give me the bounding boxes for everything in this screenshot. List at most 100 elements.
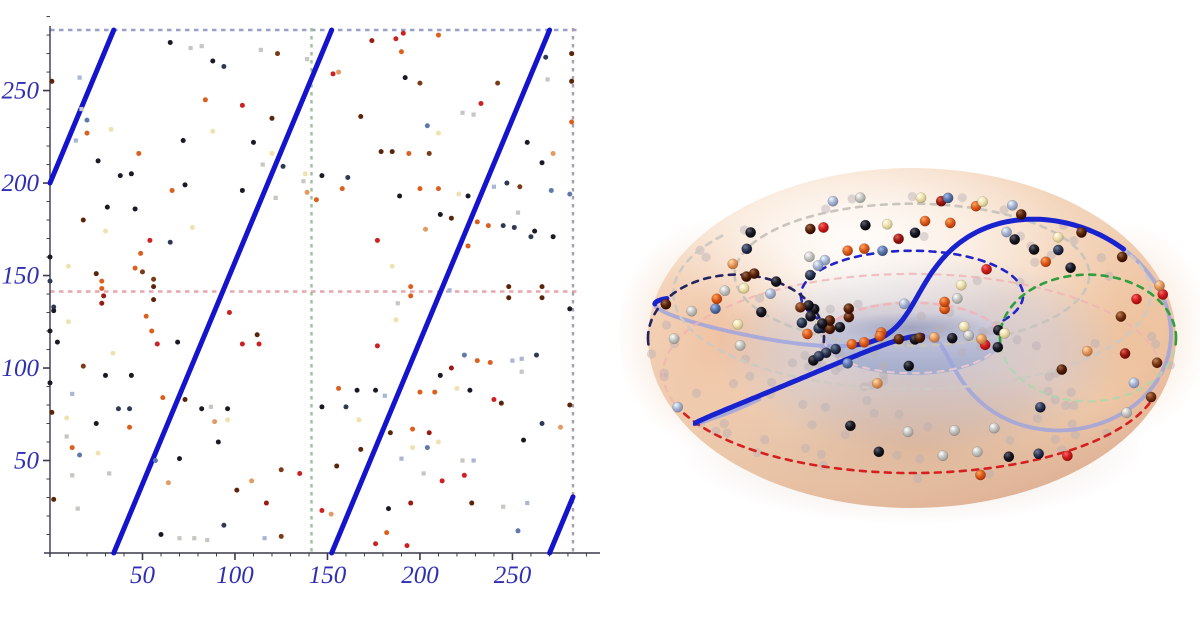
torus-point (999, 327, 1010, 339)
scatter-point (128, 171, 134, 177)
scatter-point (485, 223, 491, 229)
scatter-point (210, 58, 216, 64)
scatter-point (465, 243, 471, 249)
scatter-point (382, 393, 387, 398)
scatter-point (239, 102, 245, 108)
scatter-point (408, 293, 414, 299)
scatter-point (424, 123, 430, 129)
uv-trajectory (47, 27, 576, 556)
scatter-point (93, 421, 99, 427)
torus-point (834, 321, 846, 333)
scatter-point (454, 385, 460, 391)
torus-trajectory (693, 333, 926, 426)
scatter-point (461, 352, 467, 358)
scatter-point (297, 470, 303, 476)
scatter-point (506, 284, 512, 290)
y-tick-label: 200 (2, 170, 40, 197)
torus-point (1015, 208, 1027, 220)
torus-point (1040, 256, 1052, 268)
scatter-point (101, 293, 107, 299)
torus-point (795, 301, 806, 313)
scatter-point (334, 463, 340, 469)
torus-point (727, 258, 739, 270)
scatter-point (524, 139, 530, 145)
scatter-point (80, 217, 86, 223)
scatter-point (269, 115, 275, 121)
scatter-point (539, 160, 545, 166)
scatter-point (127, 424, 133, 430)
scatter-point (221, 64, 227, 70)
torus-far-point (745, 371, 755, 381)
scatter-point (192, 536, 197, 541)
scatter-point (258, 47, 263, 52)
y-tick-label: 250 (2, 78, 40, 105)
torus-point (1116, 251, 1128, 263)
torus-point (909, 227, 921, 239)
scatter-point (99, 285, 105, 291)
scatter-point (358, 113, 364, 119)
scatter-point (75, 506, 80, 511)
scatter-point (117, 173, 123, 179)
scatter-point (525, 500, 530, 506)
torus-trajectory-hidden (920, 247, 1173, 433)
torus-point (770, 276, 782, 288)
scatter-point (448, 215, 454, 221)
scatter-point (460, 110, 465, 115)
uv-scatter-panel: 50 100 150 200 250 50 100 150 200 250 (2, 16, 600, 589)
torus-point (842, 245, 854, 257)
scatter-point (515, 210, 521, 215)
scatter-point (70, 391, 75, 397)
torus-point (1115, 311, 1127, 322)
torus-point (813, 350, 825, 362)
x-tick-label: 100 (216, 562, 254, 589)
scatter-point (456, 191, 462, 197)
scatter-point (262, 536, 267, 541)
torus-point (881, 218, 893, 230)
scatter-point (374, 237, 380, 243)
torus-far-point (1031, 341, 1042, 351)
torus-point (903, 360, 915, 372)
scatter-point (550, 150, 556, 156)
scatter-point (515, 528, 521, 534)
scatter-point (143, 313, 149, 319)
x-tick-label: 250 (494, 562, 532, 589)
scatter-point (437, 211, 443, 217)
torus-point (971, 446, 983, 458)
scatter-point (47, 254, 53, 260)
torus-point (902, 426, 914, 438)
torus-point (1006, 199, 1018, 211)
torus-point (803, 251, 815, 263)
scatter-point (567, 191, 573, 197)
scatter-point (256, 341, 262, 347)
scatter-point (389, 149, 395, 155)
scatter-point (374, 343, 380, 349)
torus-far-point (913, 473, 923, 483)
torus-trajectory (652, 296, 670, 307)
scatter-point (51, 304, 57, 310)
scatter-point (202, 97, 208, 103)
torus-point (1081, 345, 1093, 357)
torus-guide-meridian (998, 273, 1178, 348)
torus-far-point (853, 299, 863, 309)
trajectory-segment (111, 27, 335, 556)
torus-point (660, 298, 672, 310)
scatter-point (158, 532, 164, 538)
torus-trajectory (652, 216, 1127, 426)
x-tick-label: 50 (130, 562, 156, 589)
scatter-point (175, 339, 181, 345)
scatter-point (95, 158, 101, 164)
scatter-point (328, 511, 334, 517)
scatter-point (528, 234, 534, 240)
torus-point (946, 332, 958, 344)
torus-far-point (1032, 413, 1043, 423)
torus-far-point (807, 420, 817, 430)
scatter-point (567, 402, 573, 408)
scatter-point (336, 69, 342, 75)
y-tick-label: 100 (2, 355, 40, 382)
scatter-point (215, 439, 221, 445)
scatter-point (167, 239, 173, 245)
scatter-point (386, 506, 392, 512)
torus-far-point (719, 419, 729, 429)
scatter-point (545, 77, 550, 82)
scatter-point (356, 417, 362, 423)
